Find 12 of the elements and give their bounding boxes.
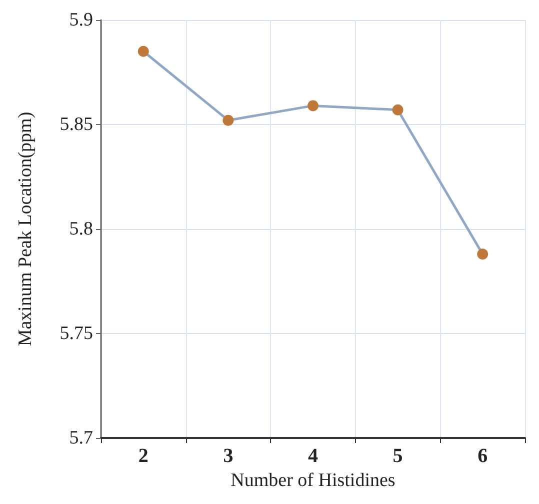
x-tick-label: 2	[138, 445, 148, 467]
x-tick-label: 6	[478, 445, 488, 467]
y-axis-title: Maxinum Peak Location(ppm)	[15, 112, 36, 346]
x-axis-title: Number of Histidines	[230, 470, 396, 491]
x-tick-label: 5	[392, 445, 403, 467]
y-tick-label: 5.85	[60, 114, 93, 135]
x-tick-label: 3	[223, 445, 234, 467]
y-tick-label: 5.9	[69, 10, 93, 30]
x-tick-label: 4	[308, 445, 318, 467]
y-tick-label: 5.75	[60, 323, 93, 344]
y-tick-label: 5.8	[69, 218, 93, 240]
y-tick-label: 5.7	[69, 428, 93, 448]
